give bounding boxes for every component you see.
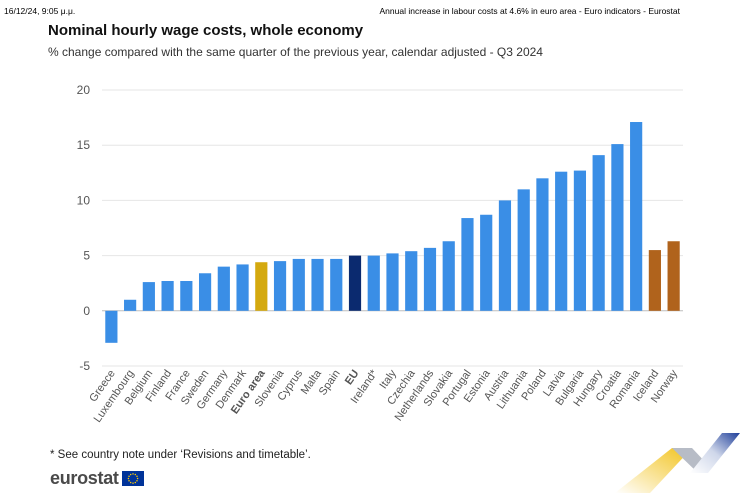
x-tick-label: Spain [317,368,343,398]
bar-finland [161,280,174,311]
bar-eu [348,255,362,311]
y-tick-label: 15 [77,138,91,152]
flag-star-icon [127,477,129,480]
y-tick-label: 5 [83,249,90,263]
blue-stripe-shape [690,433,740,473]
bar-croatia [611,144,624,311]
yellow-stripe-shape [615,448,692,493]
chart-subtitle: % change compared with the same quarter … [48,45,543,59]
footnote: * See country note under ‘Revisions and … [50,449,311,461]
y-tick-label: -5 [79,359,90,373]
bar-luxembourg [124,299,137,311]
eurostat-corner-graphic [615,433,740,493]
bar-portugal [461,218,474,311]
logo-text: eurostat [50,468,119,488]
page-title: Annual increase in labour costs at 4.6% … [379,6,681,16]
bar-cyprus [292,258,305,311]
flag-star-icon [127,480,130,482]
bar-malta [311,258,324,311]
bar-czechia [405,251,418,311]
bar-france [180,280,193,311]
bar-latvia [555,171,568,311]
flag-star-icon [129,473,132,476]
flag-star-icon [127,475,130,477]
flag-star-icon [135,475,138,477]
eu-flag-icon [121,471,144,486]
bar-slovenia [273,261,287,311]
y-tick-label: 0 [83,304,90,318]
bar-ireland [367,255,380,311]
bar-denmark [236,264,249,311]
flag-star-icon [135,480,138,482]
bar-poland [536,178,549,311]
bar-bulgaria [573,170,587,311]
bar-lithuania [517,189,530,311]
flag-star-icon [131,473,134,475]
bar-hungary [592,155,605,311]
flag-star-icon [134,481,136,484]
bar-romania [630,122,643,311]
bar-iceland [648,250,661,311]
bar-sweden [198,273,212,311]
bar-austria [498,200,512,311]
y-tick-label: 10 [77,193,91,207]
y-tick-label: 20 [77,83,91,97]
timestamp: 16/12/24, 9:05 μ.μ. [4,6,76,16]
bar-belgium [142,282,155,311]
flag-star-icon [134,473,136,476]
bar-norway [667,241,680,311]
bar-greece [105,310,118,343]
bar-estonia [480,214,493,311]
bar-netherlands [423,247,437,311]
bar-italy [386,253,399,311]
flag-star-icon [129,481,132,484]
bar-slovakia [442,241,455,311]
flag-star-icon [136,477,138,480]
bar-germany [217,266,230,311]
chart-title: Nominal hourly wage costs, whole economy [48,22,364,39]
bar-spain [330,258,343,311]
wage-cost-bar-chart: -505101520GreeceLuxembourgBelgiumFinland… [77,83,683,425]
bar-euro-area [255,262,268,311]
flag-star-icon [131,482,134,484]
eurostat-logo: eurostat [50,468,144,489]
